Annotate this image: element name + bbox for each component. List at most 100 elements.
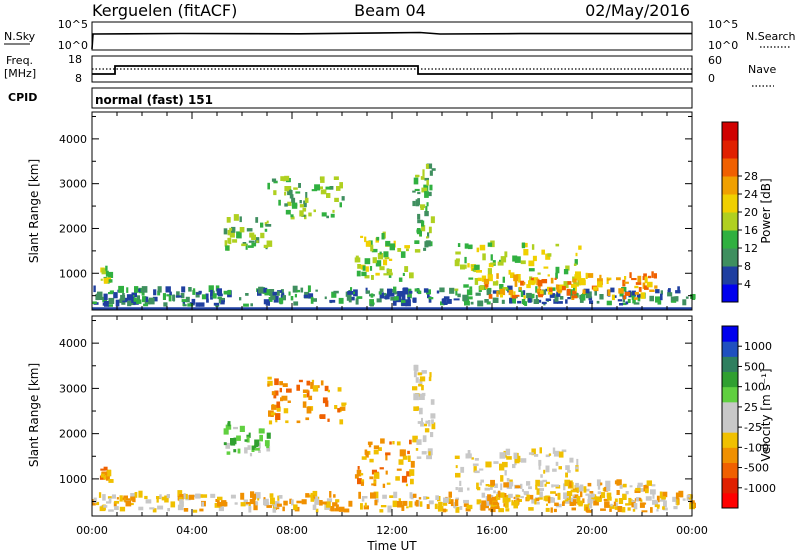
echo-cell	[119, 495, 123, 502]
echo-cell	[588, 501, 593, 509]
echo-cell	[326, 193, 331, 198]
cpid-panel	[91, 87, 693, 109]
echo-cell	[424, 423, 428, 427]
colorbar-tick-label: 1000	[744, 340, 772, 353]
echo-cell	[326, 215, 329, 219]
echo-cell	[229, 231, 235, 238]
echo-cell	[226, 451, 231, 455]
echo-cell	[662, 506, 665, 510]
echo-cell	[526, 481, 531, 486]
echo-cell	[673, 506, 678, 510]
echo-cell	[383, 251, 389, 258]
echo-cell	[523, 295, 526, 299]
echo-cell	[559, 296, 564, 300]
echo-cell	[554, 277, 557, 280]
echo-cell	[271, 178, 277, 182]
echo-cell	[596, 496, 602, 502]
echo-cell	[528, 260, 535, 267]
echo-cell	[241, 243, 247, 247]
echo-cell	[362, 496, 368, 499]
echo-cell	[166, 294, 170, 297]
echo-cell	[535, 484, 538, 490]
echo-cell	[373, 491, 379, 499]
colorbar-tick-label: 4	[744, 278, 751, 291]
echo-cell	[414, 188, 420, 191]
echo-cell	[303, 200, 307, 208]
echo-cell	[483, 278, 490, 285]
echo-cell	[414, 288, 420, 292]
echo-cell	[386, 482, 391, 485]
echo-cell	[505, 448, 511, 456]
echo-cell	[545, 481, 550, 484]
echo-cell	[108, 479, 114, 483]
echo-cell	[454, 499, 459, 507]
echo-cell	[306, 406, 312, 414]
echo-cell	[332, 502, 338, 507]
echo-cell	[362, 265, 366, 271]
echo-cell	[513, 291, 516, 296]
echo-cell	[645, 496, 652, 501]
nsky-panel	[91, 21, 693, 51]
echo-cell	[103, 505, 108, 508]
echo-cell	[429, 170, 433, 176]
echo-cell	[169, 291, 172, 296]
echo-cell	[537, 497, 543, 500]
echo-cell	[183, 508, 189, 512]
echo-cell	[565, 299, 568, 304]
echo-cell	[419, 376, 426, 382]
echo-cell	[373, 480, 377, 484]
colorbar-tick-label: 16	[744, 224, 758, 237]
echo-cell	[420, 176, 425, 180]
echo-cell	[656, 506, 660, 509]
echo-cell	[570, 489, 577, 493]
echo-cell	[569, 500, 574, 506]
echo-cell	[308, 395, 313, 400]
echo-cell	[383, 273, 389, 276]
echo-cell	[574, 259, 578, 265]
echo-cell	[100, 278, 103, 281]
echo-cell	[278, 199, 281, 206]
echo-cell	[429, 372, 432, 378]
echo-cell	[275, 413, 281, 420]
echo-cell	[609, 508, 612, 512]
echo-cell	[575, 282, 579, 287]
echo-cell	[640, 292, 646, 299]
echo-cell	[579, 484, 584, 492]
echo-cell	[287, 400, 291, 403]
echo-cell	[401, 504, 405, 511]
echo-cell	[476, 482, 479, 490]
echo-cell	[248, 240, 255, 243]
echo-cell	[533, 299, 539, 304]
colorbar-swatch	[722, 140, 738, 159]
echo-cell	[289, 194, 294, 199]
echo-cell	[320, 189, 327, 195]
echo-cell	[576, 486, 583, 493]
echo-cell	[662, 491, 668, 498]
echo-cell	[689, 494, 693, 500]
freq-panel	[91, 55, 693, 83]
echo-cell	[530, 293, 535, 299]
echo-cell	[348, 500, 353, 507]
echo-cell	[357, 264, 362, 269]
echo-cell	[555, 272, 558, 279]
echo-cell	[201, 501, 204, 507]
echo-cell	[402, 500, 408, 506]
echo-cell	[360, 473, 364, 476]
echo-cell	[484, 282, 487, 287]
echo-cell	[422, 169, 425, 176]
echo-cell	[308, 293, 314, 299]
echo-cell	[582, 289, 586, 295]
echo-cell	[617, 299, 623, 302]
echo-cell	[428, 191, 432, 197]
echo-cell	[263, 498, 269, 506]
echo-cell	[398, 498, 401, 503]
echo-cell	[511, 500, 514, 506]
echo-cell	[354, 257, 361, 263]
echo-cell	[233, 426, 238, 430]
echo-cell	[195, 493, 201, 499]
echo-cell	[459, 480, 462, 486]
echo-cell	[141, 286, 148, 293]
echo-cell	[520, 260, 526, 265]
echo-cell	[400, 251, 406, 258]
echo-cell	[428, 297, 434, 300]
